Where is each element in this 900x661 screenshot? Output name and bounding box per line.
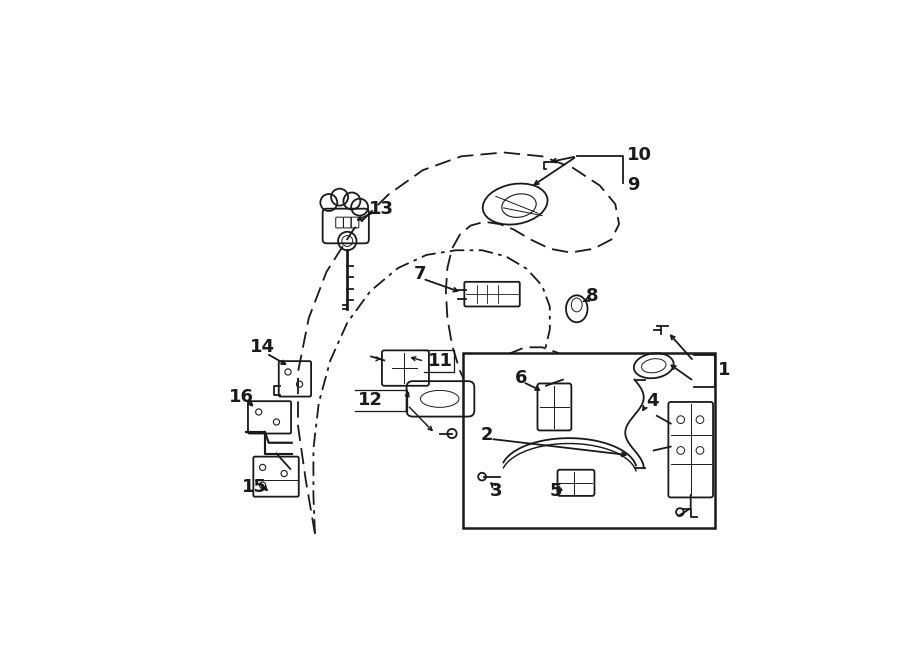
Text: 10: 10 <box>626 146 652 164</box>
Text: 7: 7 <box>413 265 426 283</box>
Text: 8: 8 <box>586 288 598 305</box>
Text: 11: 11 <box>428 352 453 370</box>
Text: 2: 2 <box>481 426 493 444</box>
Text: 14: 14 <box>249 338 274 356</box>
Text: 1: 1 <box>718 362 731 379</box>
Bar <box>463 353 716 528</box>
Text: 5: 5 <box>550 483 562 500</box>
Text: 4: 4 <box>646 392 659 410</box>
Text: 16: 16 <box>229 388 254 407</box>
Text: 13: 13 <box>369 200 394 217</box>
Text: 3: 3 <box>490 481 502 500</box>
Text: 15: 15 <box>242 479 266 496</box>
Text: 6: 6 <box>515 369 527 387</box>
Text: 12: 12 <box>358 391 383 409</box>
Text: 9: 9 <box>626 176 639 194</box>
